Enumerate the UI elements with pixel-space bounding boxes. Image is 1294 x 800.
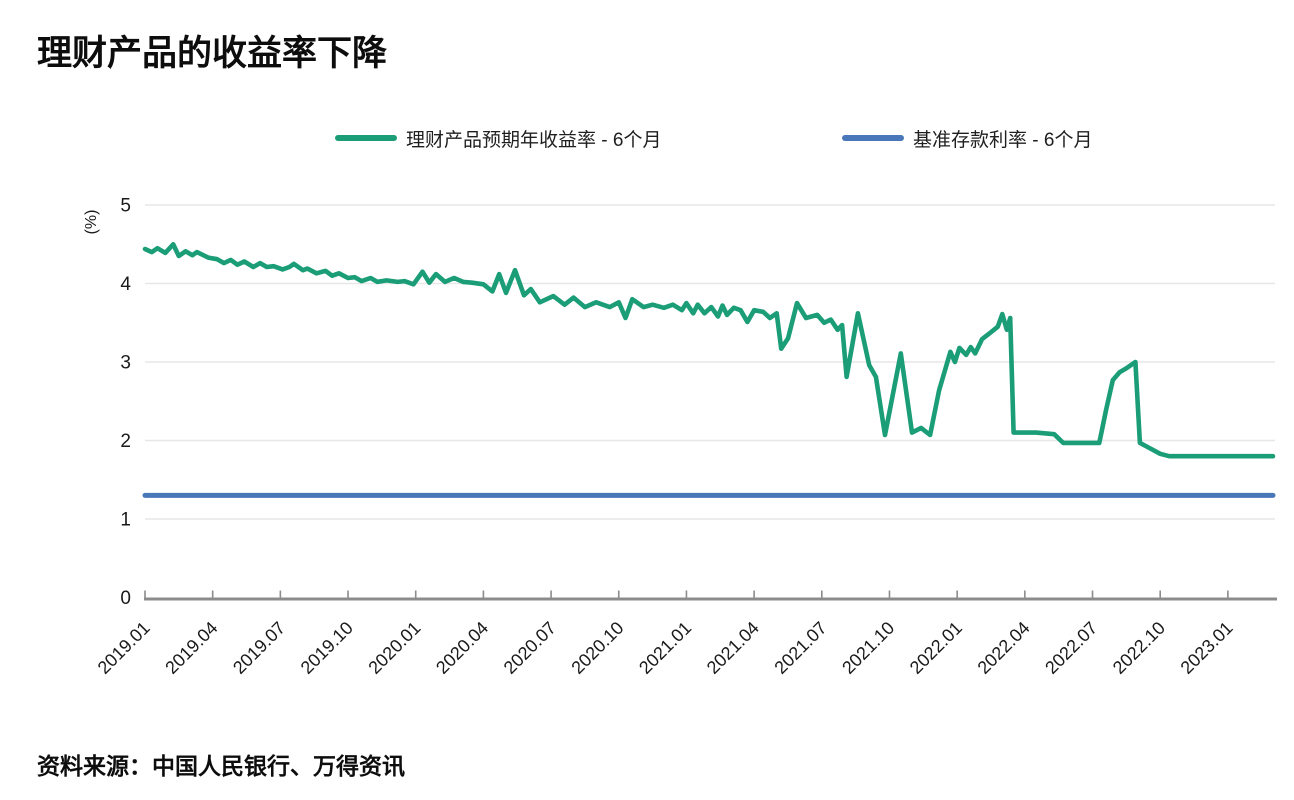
x-tick-label: 2019.07 (229, 618, 289, 678)
legend-item-wmp-yield: 理财产品预期年收益率 - 6个月 (335, 126, 662, 151)
x-tick-label: 2022.07 (1041, 618, 1101, 678)
legend-label-wmp-yield: 理财产品预期年收益率 - 6个月 (406, 129, 662, 151)
y-tick-label-5: 5 (120, 196, 131, 217)
y-tick-label-1: 1 (120, 510, 131, 531)
source-note: 资料来源：中国人民银行、万得资讯 (37, 753, 405, 779)
legend-item-benchmark-rate: 基准存款利率 - 6个月 (842, 126, 1093, 151)
x-tick-label: 2021.01 (635, 618, 695, 678)
wmp-yield-line (142, 242, 1276, 459)
x-tick-label: 2023.01 (1177, 618, 1237, 678)
y-tick-label-2: 2 (120, 431, 131, 452)
benchmark-rate-line-swatch (842, 135, 904, 141)
x-tick-label: 2020.01 (364, 618, 424, 678)
y-tick-label-4: 4 (120, 274, 131, 295)
x-tick-label: 2019.10 (297, 618, 357, 678)
chart-title: 理财产品的收益率下降 (37, 34, 388, 74)
x-tick-label: 2021.10 (838, 618, 898, 678)
legend-label-benchmark-rate: 基准存款利率 - 6个月 (913, 129, 1093, 151)
x-tick-label: 2022.01 (906, 618, 966, 678)
x-tick-label: 2020.10 (567, 618, 627, 678)
x-tick-label: 2022.10 (1109, 618, 1169, 678)
x-tick-label: 2021.07 (770, 618, 830, 678)
x-tick-label: 2020.04 (432, 618, 492, 678)
y-axis-unit-label: (%) (83, 210, 100, 235)
x-tick-label: 2019.01 (94, 618, 154, 678)
x-tick-label: 2021.04 (703, 618, 763, 678)
wmp-yield-line-swatch (335, 135, 397, 141)
x-tick-label: 2020.07 (500, 618, 560, 678)
x-tick-label: 2019.04 (161, 618, 221, 678)
y-tick-label-3: 3 (120, 353, 131, 374)
x-tick-label: 2022.04 (974, 618, 1034, 678)
y-tick-label-0: 0 (120, 588, 131, 609)
